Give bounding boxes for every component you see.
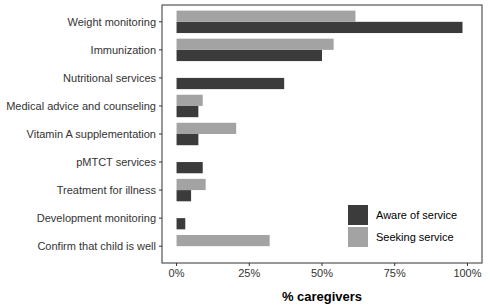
category-label: Confirm that child is well [37, 240, 156, 252]
plot-frame [162, 5, 482, 263]
y-tick [159, 105, 162, 106]
chart: Weight monitoring Immunization Nutritional… [0, 0, 490, 307]
bar [177, 95, 203, 106]
bar [177, 235, 270, 246]
bar [177, 179, 206, 190]
category-label: Vitamin A supplementation [27, 128, 156, 140]
legend-box [342, 197, 474, 257]
x-tick-label: 75% [384, 267, 406, 279]
y-tick [159, 162, 162, 163]
bar [177, 78, 285, 89]
x-tick [394, 263, 395, 266]
y-tick [159, 21, 162, 22]
legend: Aware of service Seeking service [342, 197, 474, 257]
y-tick [159, 246, 162, 247]
bar [176, 151, 177, 162]
bar [177, 22, 463, 33]
y-tick [159, 190, 162, 191]
bar [177, 162, 203, 173]
bar [177, 218, 186, 229]
category-label: pMTCT services [76, 156, 156, 168]
bars [177, 11, 463, 247]
category-label: Weight monitoring [68, 16, 156, 28]
x-axis-title: % caregivers [282, 289, 362, 304]
x-tick [322, 263, 323, 266]
x-tick [467, 263, 468, 266]
y-tick [159, 77, 162, 78]
bar [177, 11, 356, 22]
x-tick-label: 0% [169, 267, 185, 279]
x-tick-label: 50% [311, 267, 333, 279]
bar [176, 246, 177, 257]
bar [177, 39, 334, 50]
category-label: Medical advice and counseling [6, 100, 156, 112]
category-label: Treatment for illness [57, 184, 157, 196]
x-tick-label: 25% [238, 267, 260, 279]
bar [177, 106, 199, 117]
x-tick-label: 100% [453, 267, 481, 279]
bar [177, 134, 199, 145]
x-tick [249, 263, 250, 266]
legend-key [348, 205, 368, 225]
category-label: Nutritional services [63, 72, 156, 84]
x-tick [176, 263, 177, 266]
chart-container: Weight monitoring Immunization Nutritional… [0, 0, 490, 307]
category-label: Development monitoring [37, 212, 156, 224]
category-label: Immunization [91, 44, 156, 56]
bar [177, 190, 192, 201]
y-tick [159, 218, 162, 219]
legend-label: Seeking service [376, 231, 454, 243]
legend-label: Aware of service [376, 209, 457, 221]
bar [176, 207, 177, 218]
y-tick [159, 134, 162, 135]
y-tick [159, 49, 162, 50]
legend-key [348, 227, 368, 247]
bar [177, 123, 237, 134]
bar [177, 50, 322, 61]
bar [176, 67, 177, 78]
